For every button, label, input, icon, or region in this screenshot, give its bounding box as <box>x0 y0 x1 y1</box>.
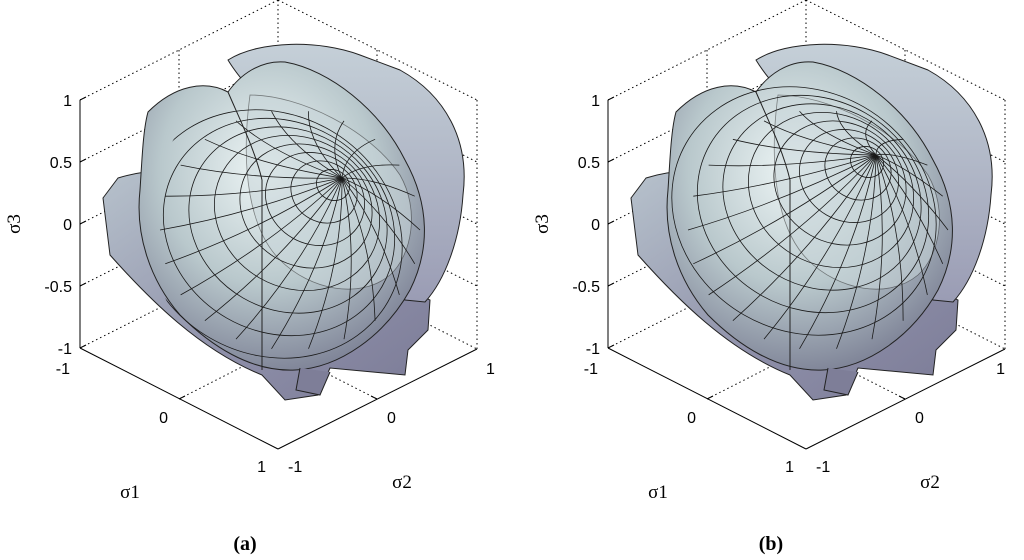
mesh-meridian <box>799 154 877 349</box>
z-tick-label: -1 <box>58 341 72 358</box>
tick-labels-a: 1 0.5 0 -0.5 -1 -1 0 1 -1 0 1 <box>44 93 495 476</box>
mesh-meridian <box>693 154 877 197</box>
mesh-parallel <box>773 120 907 246</box>
z-tick-label: 0 <box>591 217 600 234</box>
surface-b <box>630 43 993 401</box>
x-tick-label: 0 <box>687 410 696 427</box>
mesh-parallel <box>824 137 892 201</box>
z-tick-label: 1 <box>63 93 72 110</box>
mesh-meridian <box>204 177 343 322</box>
mesh-parallel <box>213 134 381 292</box>
z-axis-label: σ3 <box>532 214 553 234</box>
tick-labels-b: 1 0.5 0 -0.5 -1 -1 0 1 -1 0 1 <box>572 93 1005 476</box>
y-tick-label: -1 <box>816 459 830 476</box>
mesh-parallel <box>162 117 396 337</box>
mesh-parallel <box>671 86 937 336</box>
y-axis-label: σ2 <box>920 472 940 493</box>
mesh-meridian <box>693 154 877 265</box>
mesh-meridian <box>180 177 343 296</box>
y-tick-label: 0 <box>915 410 924 427</box>
mesh-parallel <box>316 169 350 201</box>
mesh-meridian <box>165 177 343 197</box>
mesh-parallel <box>722 103 922 291</box>
panel-label-b: (b) <box>759 533 783 555</box>
mesh-meridian <box>875 138 904 156</box>
mesh-parallel <box>747 111 915 269</box>
mesh-meridian <box>871 154 883 340</box>
mesh-meridian <box>308 177 343 349</box>
z-tick-label: -0.5 <box>572 279 600 296</box>
mesh-meridian <box>159 177 343 231</box>
mesh-meridian <box>334 120 345 179</box>
z-tick-label: 1 <box>591 93 600 110</box>
mesh-meridian <box>875 153 928 166</box>
mesh-meridian <box>708 154 877 167</box>
surface-a <box>102 43 465 401</box>
y-tick-label: 1 <box>486 361 495 378</box>
mesh-parallel <box>265 152 365 246</box>
mesh-meridian <box>875 154 904 321</box>
chart-panel-b: 1 0.5 0 -0.5 -1 -1 0 1 -1 0 1 σ3 σ1 σ2 (… <box>532 0 1006 555</box>
mesh-meridian <box>235 177 343 340</box>
mesh-meridian <box>271 111 343 179</box>
mesh-parallel <box>696 94 930 314</box>
x-tick-label: 1 <box>257 459 266 476</box>
mesh-meridian <box>235 120 343 179</box>
mesh-meridian <box>341 177 352 340</box>
panel-label-a: (a) <box>233 533 256 555</box>
z-tick-label: 0.5 <box>50 155 72 172</box>
mesh-parallel <box>239 143 373 269</box>
mesh-meridian <box>836 111 877 156</box>
mesh-meridian <box>763 120 877 156</box>
mesh-meridian <box>341 177 421 231</box>
z-tick-label: -1 <box>586 341 600 358</box>
mesh-meridian <box>875 154 944 264</box>
y-tick-label: -1 <box>288 459 302 476</box>
y-tick-label: 0 <box>387 410 396 427</box>
z-tick-label: -0.5 <box>44 279 72 296</box>
mesh-meridian <box>865 120 877 156</box>
mesh-meridian <box>308 111 343 179</box>
y-axis-label: σ2 <box>392 472 412 493</box>
mesh-meridian <box>763 154 877 340</box>
tick-marks-b <box>607 96 906 400</box>
mesh-meridian <box>341 177 415 197</box>
x-axis-label: σ1 <box>648 482 668 503</box>
chart-panel-a: 1 0.5 0 -0.5 -1 -1 0 1 -1 0 1 σ3 σ1 σ2 (… <box>4 0 495 555</box>
mesh-meridian <box>341 177 400 295</box>
x-tick-label: 1 <box>785 459 794 476</box>
z-tick-label: 0.5 <box>578 155 600 172</box>
z-tick-label: 0 <box>63 217 72 234</box>
mesh-meridian <box>271 177 343 349</box>
mesh-meridian <box>799 110 877 156</box>
mesh-meridian <box>687 154 877 231</box>
tick-marks-a <box>79 96 378 400</box>
mesh-meridian <box>180 164 343 179</box>
z-axis-label: σ3 <box>4 214 25 234</box>
mesh-meridian <box>165 177 343 265</box>
x-axis-label: σ1 <box>120 482 140 503</box>
mesh-meridian <box>875 154 928 295</box>
x-tick-label: -1 <box>56 361 70 378</box>
mesh-meridian <box>875 154 943 197</box>
mesh-meridian <box>836 154 877 349</box>
x-tick-label: 0 <box>159 410 168 427</box>
mesh-meridian <box>341 177 376 321</box>
mesh-meridian <box>732 154 877 321</box>
x-tick-label: -1 <box>584 361 598 378</box>
mesh-meridian <box>204 138 343 179</box>
mesh-meridian <box>732 138 877 156</box>
mesh-meridian <box>341 177 416 265</box>
mesh-parallel <box>290 160 358 224</box>
y-tick-label: 1 <box>996 361 1005 378</box>
mesh-parallel <box>850 146 884 178</box>
mesh-parallel <box>188 126 388 314</box>
mesh-parallel <box>799 129 899 223</box>
